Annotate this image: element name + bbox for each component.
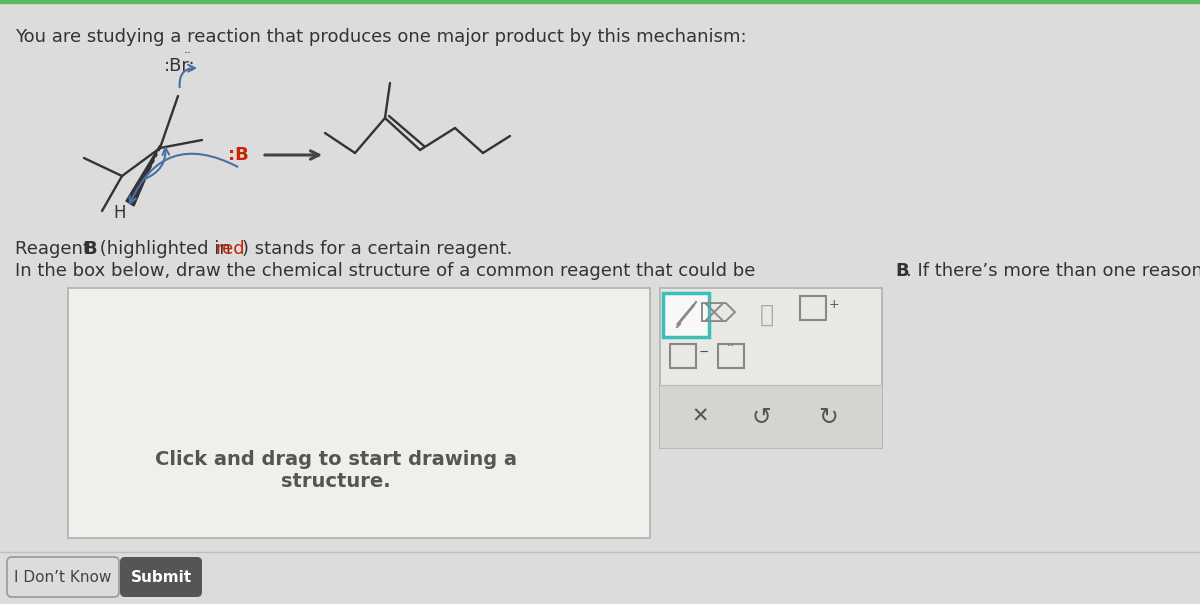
Polygon shape xyxy=(126,145,160,206)
Text: ) stands for a certain reagent.: ) stands for a certain reagent. xyxy=(242,240,512,258)
Text: ✋: ✋ xyxy=(760,303,774,327)
Text: ⌦: ⌦ xyxy=(700,302,737,328)
FancyBboxPatch shape xyxy=(68,288,650,538)
FancyBboxPatch shape xyxy=(120,557,202,597)
FancyBboxPatch shape xyxy=(660,288,882,448)
Text: Click and drag to start drawing a
structure.: Click and drag to start drawing a struct… xyxy=(155,450,517,491)
Text: ··: ·· xyxy=(184,48,192,60)
Text: ↺: ↺ xyxy=(751,405,770,429)
Text: ✕: ✕ xyxy=(691,407,709,427)
FancyBboxPatch shape xyxy=(662,293,709,337)
Text: ··: ·· xyxy=(727,340,734,353)
Text: :Br:: :Br: xyxy=(164,57,196,75)
Text: :B: :B xyxy=(228,146,248,164)
Text: Reagent: Reagent xyxy=(14,240,96,258)
FancyBboxPatch shape xyxy=(660,386,882,448)
Text: . If there’s more than one reasonable choice, you can draw any of them.: . If there’s more than one reasonable ch… xyxy=(906,262,1200,280)
Text: +: + xyxy=(829,298,840,311)
Text: ↻: ↻ xyxy=(818,405,838,429)
Text: red: red xyxy=(215,240,245,258)
Text: B: B xyxy=(895,262,908,280)
Text: You are studying a reaction that produces one major product by this mechanism:: You are studying a reaction that produce… xyxy=(14,28,746,46)
FancyBboxPatch shape xyxy=(7,557,119,597)
Text: In the box below, draw the chemical structure of a common reagent that could be: In the box below, draw the chemical stru… xyxy=(14,262,761,280)
Text: H: H xyxy=(114,204,126,222)
Text: −: − xyxy=(698,346,709,359)
Text: B: B xyxy=(83,240,97,258)
Text: Submit: Submit xyxy=(131,570,192,585)
Text: (highlighted in: (highlighted in xyxy=(94,240,236,258)
Text: I Don’t Know: I Don’t Know xyxy=(14,570,112,585)
